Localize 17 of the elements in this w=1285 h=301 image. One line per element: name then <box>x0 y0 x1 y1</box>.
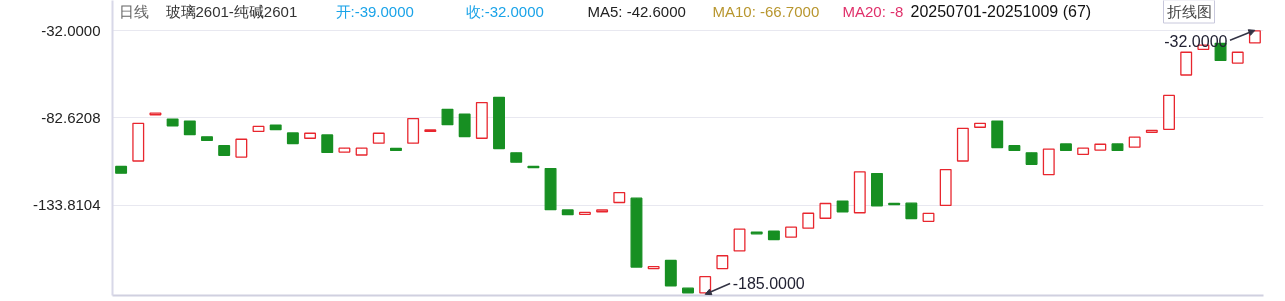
y-tick-label: -133.8104 <box>32 196 101 214</box>
annotation: MA20: -8 <box>842 3 904 20</box>
annotation: -185.0000 <box>732 274 805 292</box>
annotation: 收:-32.0000 <box>465 3 544 20</box>
annotation: 日线 <box>118 3 149 20</box>
y-tick-label: -82.6208 <box>41 108 101 126</box>
annotation: -32.0000 <box>1164 33 1228 51</box>
annotation: MA5: -42.6000 <box>587 3 686 20</box>
annotation: MA10: -66.7000 <box>712 3 820 20</box>
candlestick <box>458 113 471 138</box>
candlestick <box>1180 51 1193 76</box>
annotation: 折线图 <box>1166 3 1212 20</box>
annotation: 开:-39.0000 <box>335 3 414 20</box>
chart-title: 玻璃2601-纯碱2601 <box>165 3 298 20</box>
annotation: 20250701-20251009 (67) <box>910 3 1092 20</box>
y-tick-label: -32.0000 <box>41 21 101 39</box>
candlestick <box>733 228 746 252</box>
